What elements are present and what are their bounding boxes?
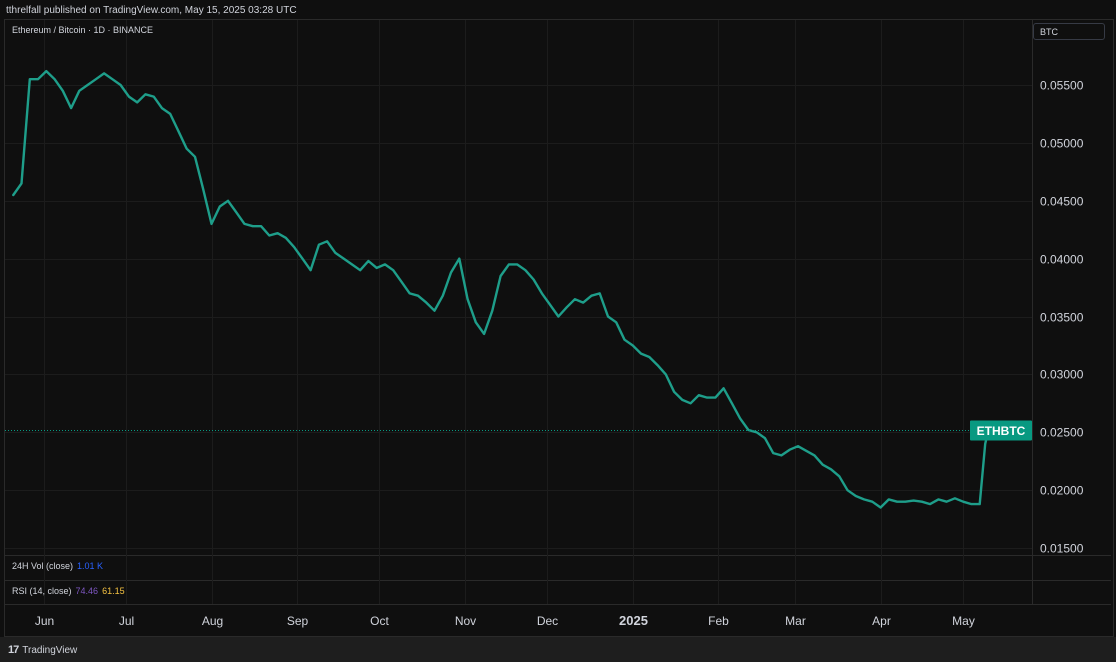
x-tick-label: Dec — [537, 614, 558, 628]
y-tick-label: 0.03500 — [1040, 311, 1084, 325]
volume-label: 24H Vol (close) — [12, 561, 74, 571]
ethbtc-tag-label: ETHBTC — [977, 424, 1026, 438]
chart-frame — [4, 19, 1114, 637]
tradingview-brand: TradingView — [22, 644, 78, 656]
y-tick-label: 0.05500 — [1040, 79, 1084, 93]
rsi-pane-label[interactable]: RSI (14, close) 74.46 61.15 — [12, 586, 125, 596]
x-tick-label: May — [952, 614, 975, 628]
footer-bar: 17 TradingView — [0, 637, 1116, 662]
x-tick-label: Sep — [287, 614, 309, 628]
x-tick-label: Jul — [119, 614, 134, 628]
tradingview-icon: 17 — [8, 644, 19, 656]
y-tick-label: 0.02500 — [1040, 426, 1084, 440]
rsi-ma-value: 61.15 — [102, 586, 125, 596]
ethbtc-price-line — [12, 69, 995, 509]
symbol-title: Ethereum / Bitcoin · 1D · BINANCE — [12, 25, 154, 35]
attribution-bar: tthrelfall published on TradingView.com,… — [0, 0, 1116, 20]
x-tick-label: Feb — [708, 614, 729, 628]
x-tick-label: Jun — [35, 614, 54, 628]
y-tick-label: 0.02000 — [1040, 484, 1084, 498]
y-tick-label: 0.04000 — [1040, 253, 1084, 267]
volume-pane-label[interactable]: 24H Vol (close) 1.01 K — [12, 561, 103, 571]
x-tick-label: Aug — [202, 614, 223, 628]
x-tick-label: 2025 — [619, 613, 648, 628]
y-tick-label: 0.01500 — [1040, 542, 1084, 556]
volume-value: 1.01 K — [77, 561, 104, 571]
attribution-text: tthrelfall published on TradingView.com,… — [6, 5, 297, 16]
tradingview-logo[interactable]: 17 TradingView — [8, 644, 77, 656]
x-tick-label: Nov — [455, 614, 476, 628]
x-tick-label: Oct — [370, 614, 389, 628]
rsi-value: 74.46 — [75, 586, 99, 596]
rsi-label: RSI (14, close) — [12, 586, 72, 596]
ethbtc-tag — [970, 420, 1032, 441]
y-tick-label: 0.05000 — [1040, 137, 1084, 151]
x-tick-label: Apr — [872, 614, 891, 628]
currency-selector[interactable]: BTC — [1033, 23, 1105, 40]
x-tick-label: Mar — [785, 614, 806, 628]
y-tick-label: 0.04500 — [1040, 195, 1084, 209]
y-tick-label: 0.03000 — [1040, 368, 1084, 382]
